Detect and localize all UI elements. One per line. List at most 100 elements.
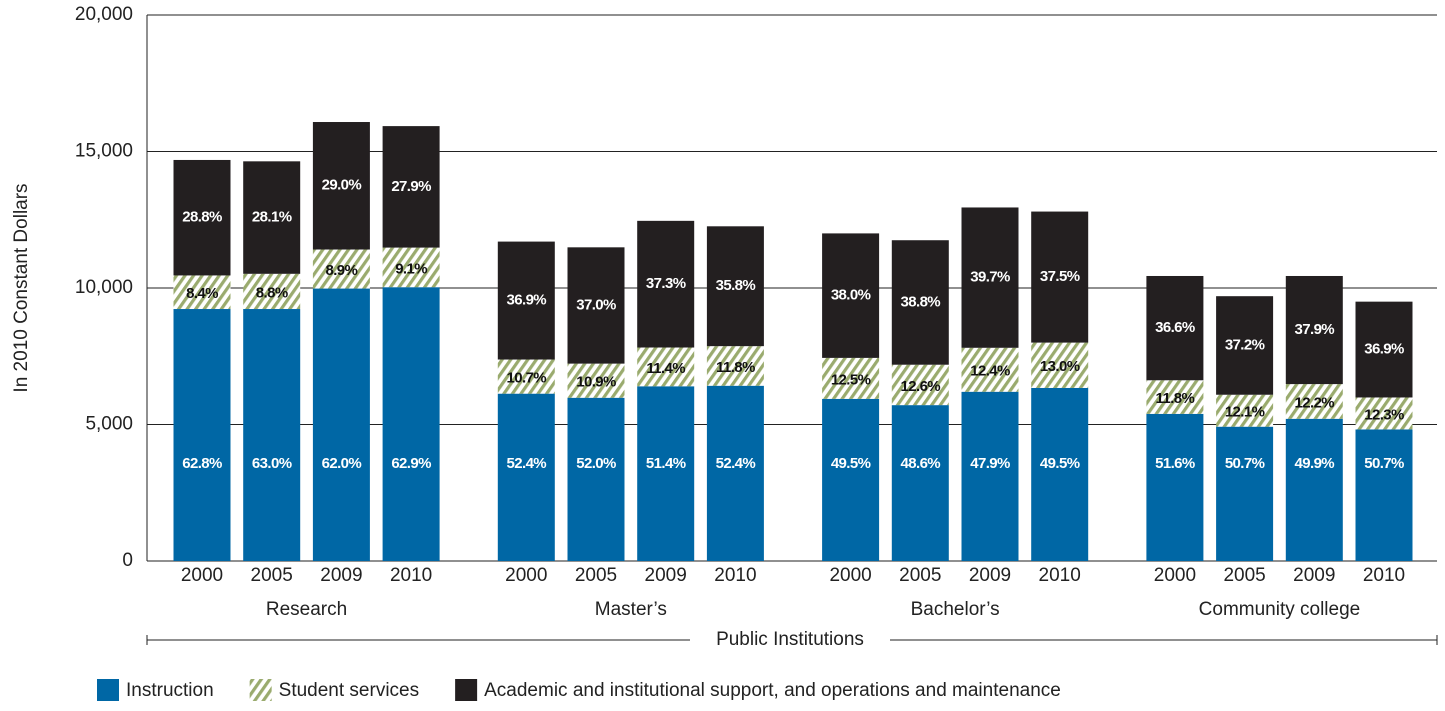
- value-label: 39.7%: [970, 269, 1010, 286]
- bar-segment: [1216, 296, 1274, 395]
- value-label: 48.6%: [901, 455, 941, 472]
- y-tick-label: 15,000: [75, 141, 133, 162]
- bar-segment: [891, 240, 949, 365]
- value-label: 8.8%: [256, 284, 288, 301]
- value-label: 37.5%: [1040, 268, 1080, 285]
- bar-segment: [1285, 418, 1343, 561]
- value-label: 49.9%: [1295, 455, 1335, 472]
- group-label: Research: [266, 599, 347, 620]
- bar-segment: [1146, 380, 1204, 414]
- bar-segment: [567, 363, 625, 398]
- value-label: 37.3%: [646, 275, 686, 292]
- y-axis-title: In 2010 Constant Dollars: [11, 183, 32, 392]
- value-label: 36.9%: [507, 292, 547, 309]
- x-tick-label: 2010: [390, 565, 432, 586]
- value-label: 50.7%: [1364, 455, 1404, 472]
- value-label: 11.8%: [1156, 390, 1195, 407]
- bar-segment: [706, 385, 764, 561]
- legend-label: Academic and institutional support, and …: [484, 680, 1061, 701]
- x-tick-label: 2010: [714, 565, 756, 586]
- value-label: 36.6%: [1155, 319, 1195, 336]
- x-tick-label: 2005: [575, 565, 617, 586]
- bar-segment: [1031, 342, 1089, 388]
- bar-segment: [497, 359, 555, 394]
- bar-segment: [822, 357, 880, 399]
- bar-segment: [382, 287, 440, 561]
- bar-segment: [1355, 397, 1413, 430]
- x-axis-title: Public Institutions: [716, 629, 864, 650]
- x-tick-label: 2005: [251, 565, 293, 586]
- value-label: 37.0%: [576, 296, 616, 313]
- value-label: 9.1%: [395, 260, 427, 277]
- value-label: 51.6%: [1155, 455, 1195, 472]
- bar-segment: [891, 364, 949, 406]
- value-label: 51.4%: [646, 455, 686, 472]
- value-label: 11.8%: [716, 359, 755, 376]
- x-tick-label: 2010: [1363, 565, 1405, 586]
- value-label: 50.7%: [1225, 455, 1265, 472]
- bar-segment: [312, 122, 370, 250]
- bar-segment: [1216, 426, 1274, 561]
- value-label: 12.4%: [970, 363, 1010, 380]
- x-tick-label: 2000: [1154, 565, 1196, 586]
- value-label: 28.8%: [182, 209, 222, 226]
- x-tick-label: 2005: [1223, 565, 1265, 586]
- value-label: 12.5%: [831, 371, 871, 388]
- value-label: 62.8%: [182, 455, 222, 472]
- bar-segment: [961, 391, 1019, 561]
- value-label: 35.8%: [716, 277, 756, 294]
- bar-segment: [312, 249, 370, 289]
- x-tick-label: 2009: [969, 565, 1011, 586]
- bar-segment: [1285, 384, 1343, 419]
- bar-segment: [706, 346, 764, 386]
- value-label: 52.0%: [576, 455, 616, 472]
- bar-segment: [822, 398, 880, 561]
- bar-segment: [961, 347, 1019, 392]
- legend-swatch: [455, 679, 478, 701]
- value-label: 52.4%: [507, 455, 547, 472]
- y-tick-label: 10,000: [75, 277, 133, 298]
- legend-swatch: [97, 679, 119, 701]
- value-label: 12.3%: [1364, 406, 1404, 423]
- value-label: 36.9%: [1364, 341, 1404, 358]
- value-label: 8.9%: [326, 262, 358, 279]
- bar-segment: [243, 161, 301, 274]
- bar-segment: [173, 275, 231, 310]
- value-label: 11.4%: [646, 360, 685, 377]
- group-label: Master’s: [595, 599, 667, 620]
- value-label: 8.4%: [186, 285, 218, 302]
- value-label: 12.2%: [1295, 394, 1335, 411]
- value-label: 37.9%: [1295, 321, 1335, 338]
- x-tick-label: 2000: [505, 565, 547, 586]
- bar-segment: [173, 309, 231, 561]
- x-tick-label: 2009: [645, 565, 687, 586]
- bar-segment: [1146, 275, 1204, 381]
- x-tick-label: 2005: [899, 565, 941, 586]
- value-label: 63.0%: [252, 455, 292, 472]
- x-tick-label: 2010: [1039, 565, 1081, 586]
- bar-segment: [567, 397, 625, 561]
- bar-segment: [1146, 413, 1204, 561]
- value-label: 52.4%: [716, 455, 756, 472]
- bar-segment: [312, 288, 370, 561]
- value-label: 38.8%: [901, 293, 941, 310]
- bar-segment: [497, 241, 555, 360]
- y-tick-label: 5,000: [85, 414, 133, 435]
- bar-segment: [382, 126, 440, 248]
- group-label: Bachelor’s: [911, 599, 1000, 620]
- legend-swatch: [249, 679, 272, 701]
- x-tick-label: 2009: [320, 565, 362, 586]
- y-tick-label: 20,000: [75, 4, 133, 25]
- value-label: 12.1%: [1225, 404, 1265, 421]
- bar-segment: [637, 386, 695, 561]
- bar-segment: [1031, 211, 1089, 343]
- value-label: 28.1%: [252, 209, 292, 226]
- legend-label: Student services: [279, 680, 419, 701]
- value-label: 27.9%: [391, 178, 431, 195]
- bar-segment: [173, 159, 231, 276]
- bar-segment: [243, 273, 301, 310]
- value-label: 13.0%: [1040, 358, 1080, 375]
- value-label: 49.5%: [831, 455, 871, 472]
- x-tick-label: 2000: [829, 565, 871, 586]
